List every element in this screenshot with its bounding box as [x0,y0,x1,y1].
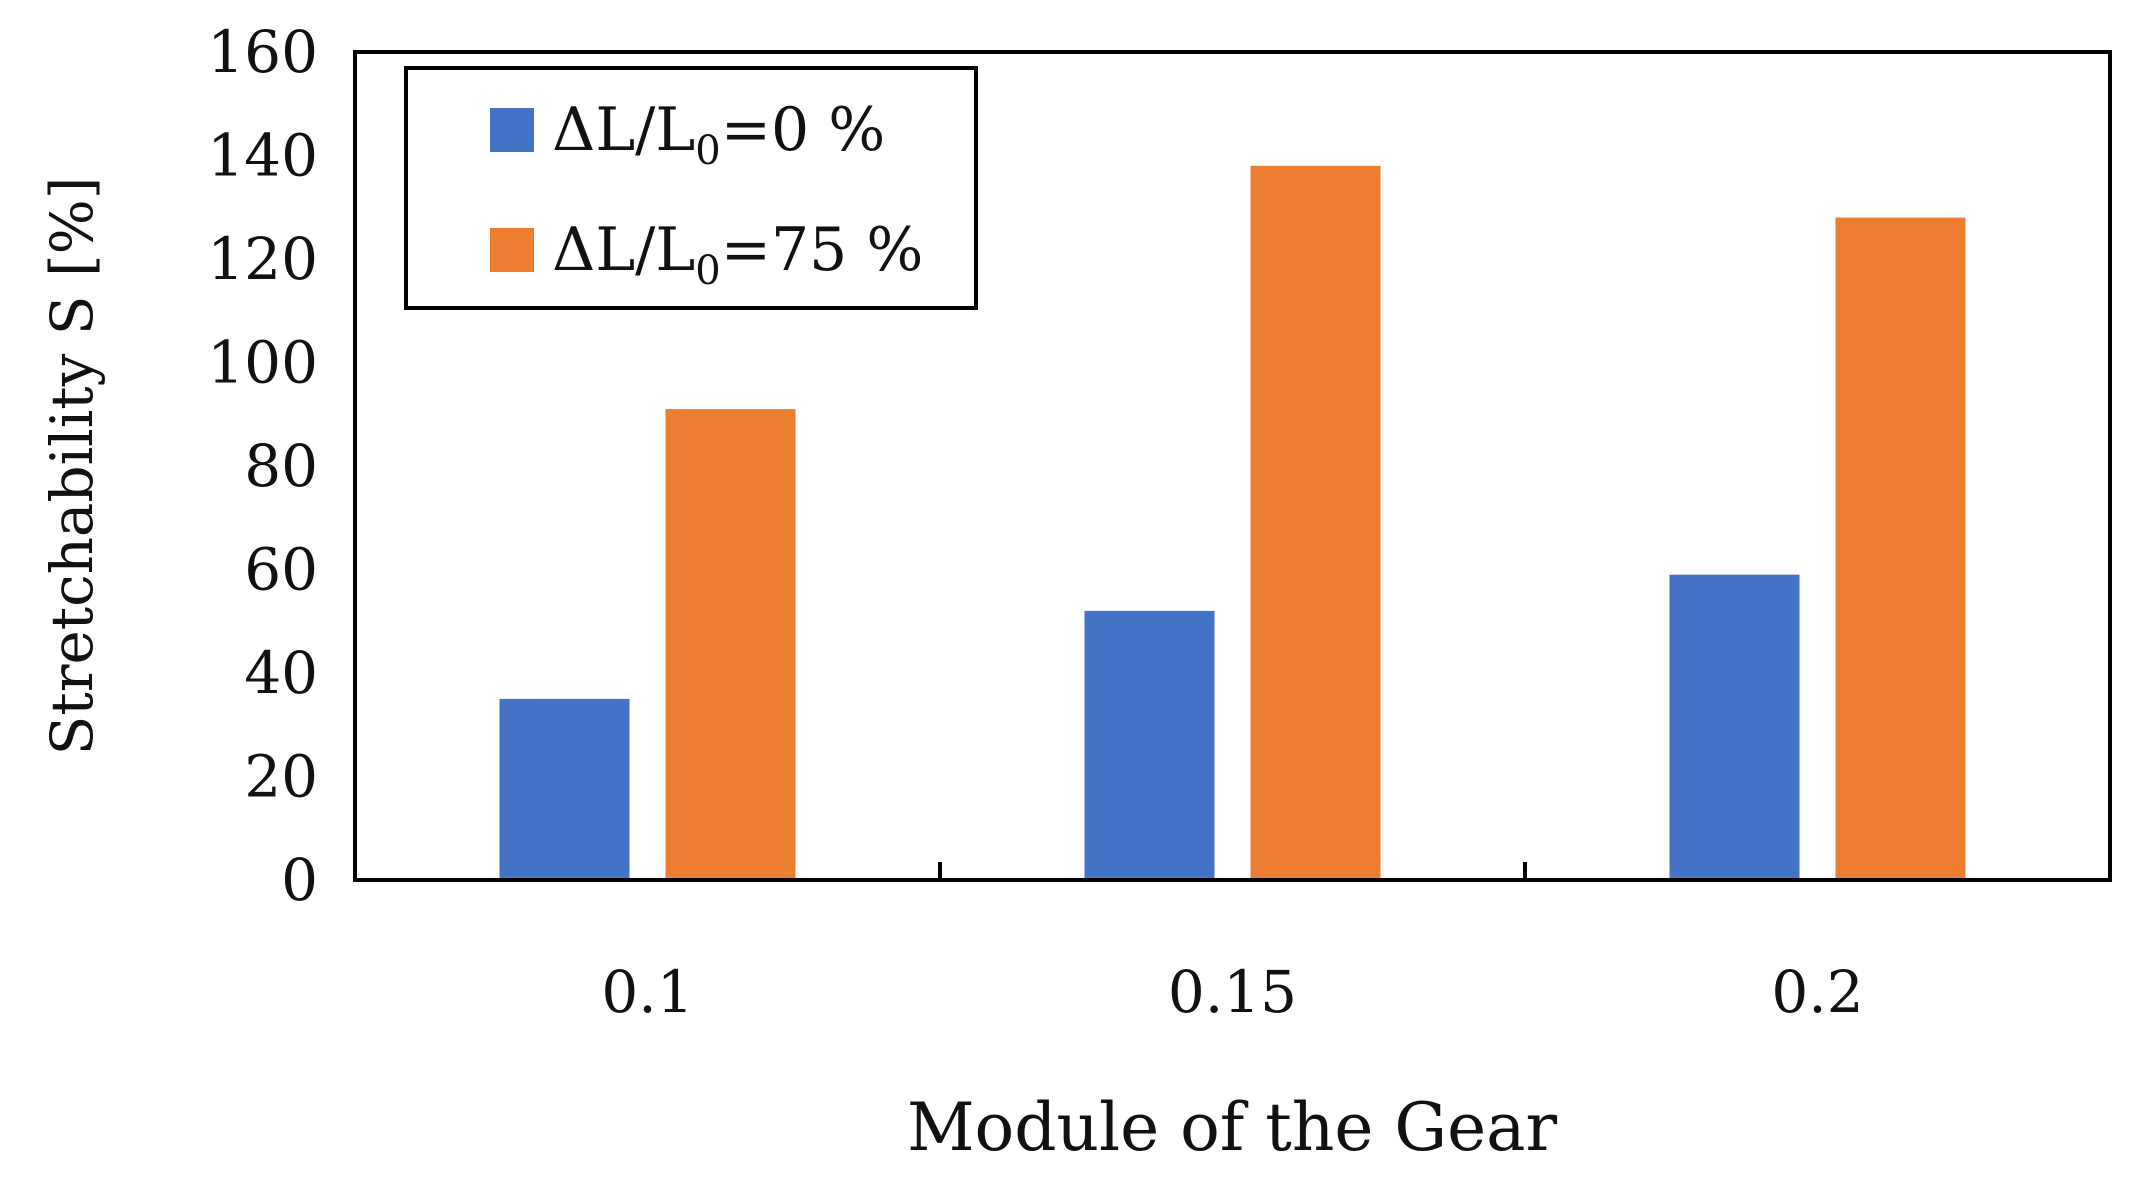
legend-swatch-series-1 [490,228,534,272]
legend: ΔL/L0=0 % ΔL/L0=75 % [404,66,978,310]
y-tick-label: 160 [207,18,318,86]
plot-area-frame [353,50,2112,882]
legend-label-series-1-tail: =75 % [721,215,924,285]
x-tick-labels: 0.1 0.15 0.2 [601,958,1863,1026]
x-tick-label: 0.1 [601,958,693,1026]
legend-label-series-1-main: ΔL/L [552,215,695,285]
legend-label-series-0: ΔL/L0=0 % [552,95,885,174]
legend-label-series-1-subscript: 0 [695,248,720,294]
bar-series-1-0_2 [1835,217,1966,881]
bar-series-0-0_2 [1669,574,1800,880]
bar-series-0-0_1 [499,698,630,880]
legend-label-series-1: ΔL/L0=75 % [552,215,923,294]
y-tick-label: 20 [244,743,318,811]
x-tick-label: 0.15 [1168,958,1297,1026]
x-tick-marks [938,862,1527,880]
bars-layer [499,165,1966,881]
bar-series-1-0_15 [1250,165,1381,881]
y-tick-label: 0 [281,846,318,914]
x-tick-label: 0.2 [1771,958,1863,1026]
legend-label-series-0-tail: =0 % [721,95,886,165]
y-axis-title: Stretchability S [%] [38,177,106,756]
y-tick-labels: 0 20 40 60 80 100 120 140 160 [207,18,318,914]
legend-label-series-0-main: ΔL/L [552,95,695,165]
y-tick-label: 100 [207,329,318,397]
legend-swatch-series-0 [490,108,534,152]
legend-label-series-0-subscript: 0 [695,128,720,174]
x-axis-title: Module of the Gear [907,1089,1558,1166]
y-tick-label: 140 [207,122,318,190]
bar-series-0-0_15 [1084,610,1215,880]
y-tick-label: 80 [244,432,318,500]
bar-series-1-0_1 [665,409,796,880]
y-tick-label: 120 [207,225,318,293]
y-tick-label: 40 [244,639,318,707]
y-tick-label: 60 [244,536,318,604]
